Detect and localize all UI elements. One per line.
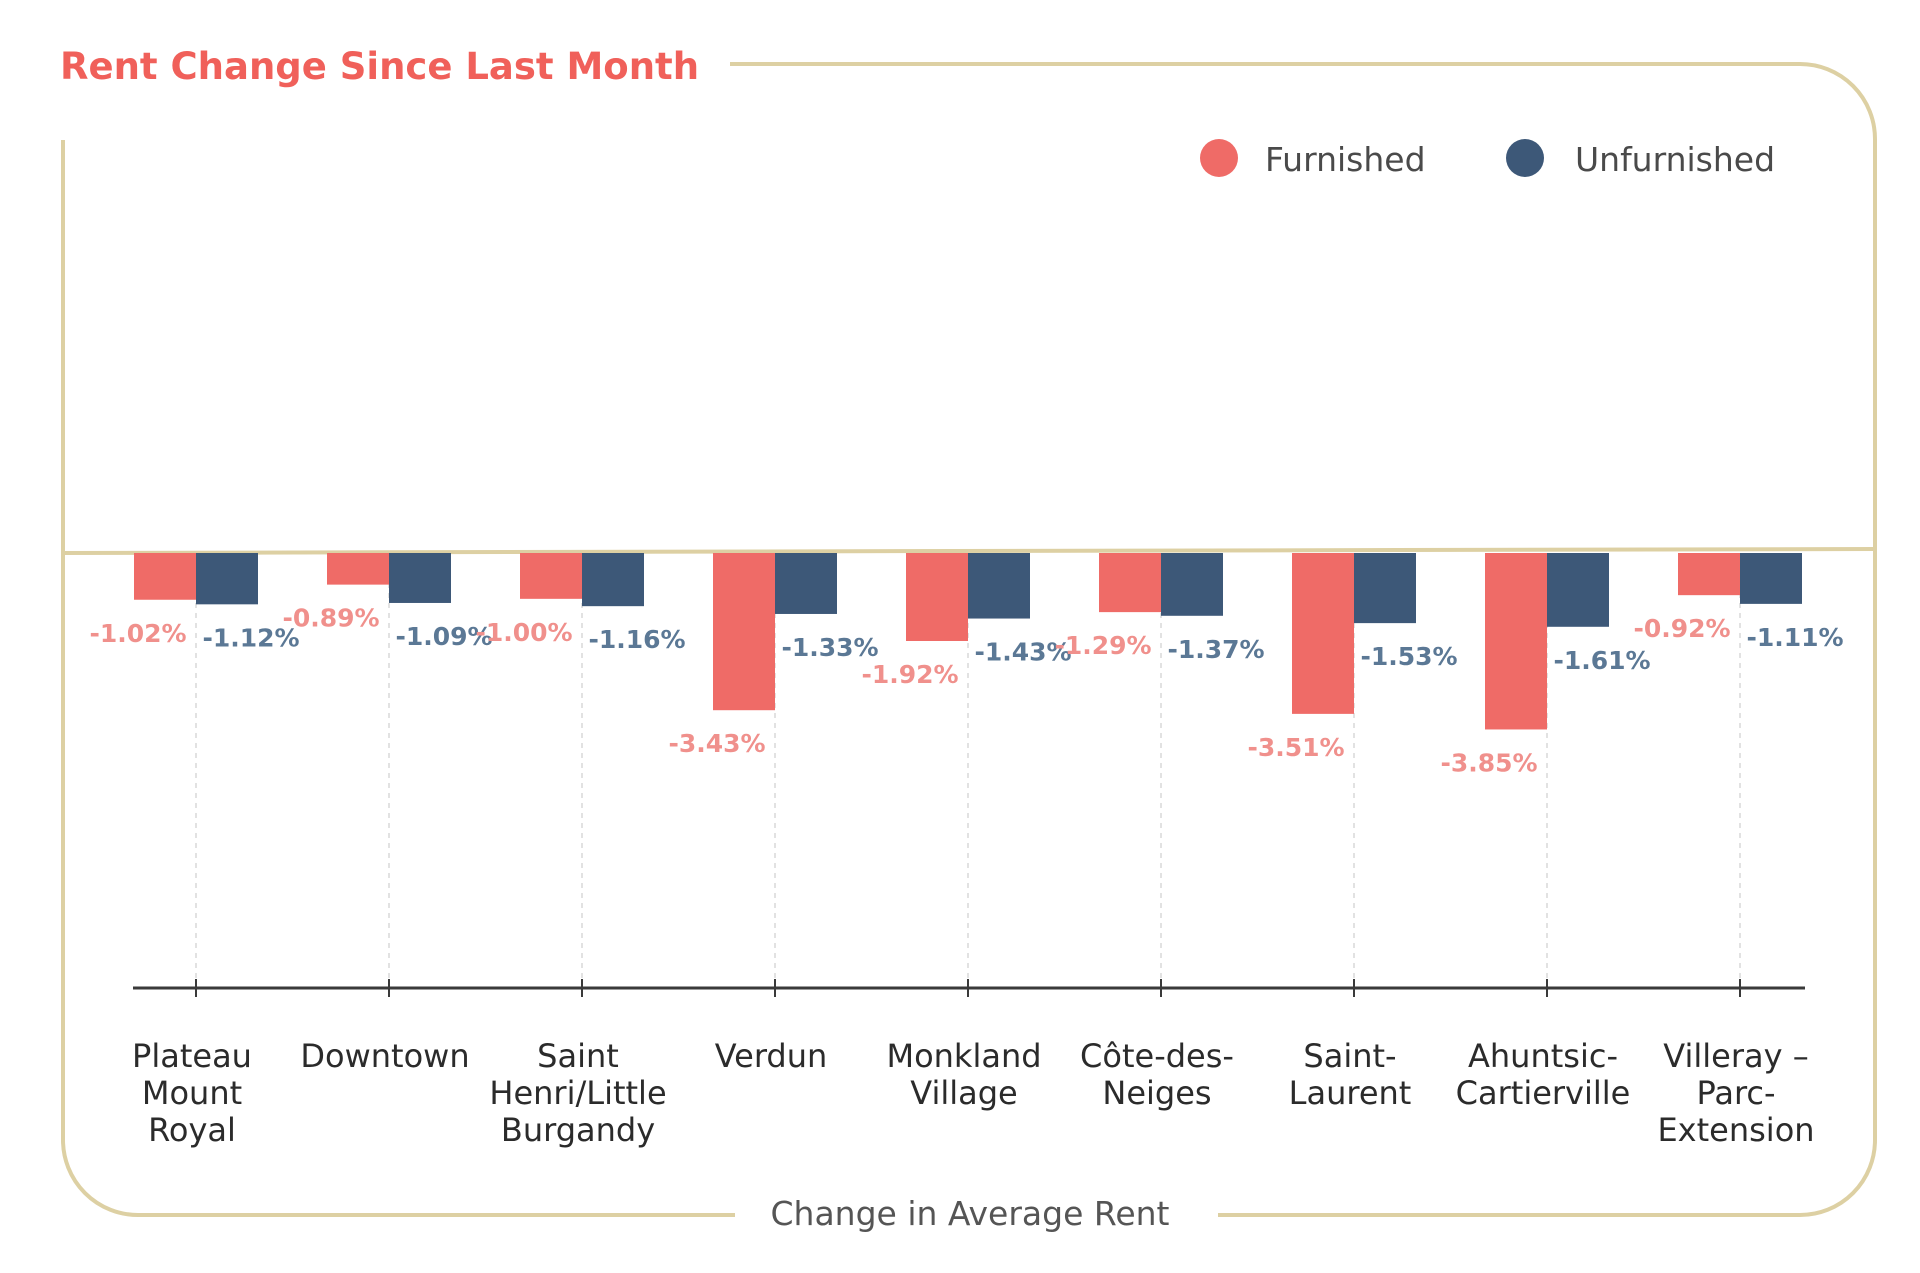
category-label: Côte-des-Neiges bbox=[1080, 1037, 1234, 1112]
category-label: Plateau Mount Royal bbox=[132, 1037, 252, 1149]
data-label-unfurnished: -1.37% bbox=[1167, 635, 1264, 664]
bar-unfurnished bbox=[968, 553, 1030, 619]
data-label-unfurnished: -1.12% bbox=[202, 623, 299, 652]
bar-unfurnished bbox=[582, 553, 644, 607]
bar-unfurnished bbox=[775, 553, 837, 614]
bar-unfurnished bbox=[196, 553, 258, 605]
data-label-furnished: -1.02% bbox=[89, 619, 186, 648]
bar-furnished bbox=[1292, 553, 1354, 714]
legend-furnished-label: Furnished bbox=[1265, 140, 1426, 179]
data-label-furnished: -1.00% bbox=[475, 618, 572, 647]
data-label-furnished: -0.92% bbox=[1633, 614, 1730, 643]
chart-frame bbox=[61, 62, 1877, 1217]
data-label-furnished: -1.92% bbox=[861, 660, 958, 689]
bar-furnished bbox=[906, 553, 968, 641]
category-label: Ahuntsic-Cartierville bbox=[1456, 1037, 1631, 1112]
data-label-unfurnished: -1.11% bbox=[1746, 623, 1843, 652]
bar-unfurnished bbox=[1547, 553, 1609, 627]
x-axis-title: Change in Average Rent bbox=[770, 1194, 1169, 1233]
bar-furnished bbox=[1485, 553, 1547, 730]
category-label: Verdun bbox=[715, 1037, 828, 1075]
data-label-unfurnished: -1.61% bbox=[1553, 646, 1650, 675]
data-label-furnished: -3.51% bbox=[1247, 733, 1344, 762]
category-label: Saint-Laurent bbox=[1289, 1037, 1412, 1112]
data-label-unfurnished: -1.16% bbox=[588, 625, 685, 654]
bar-furnished bbox=[1678, 553, 1740, 596]
bar-unfurnished bbox=[1354, 553, 1416, 624]
zero-line bbox=[62, 547, 1876, 555]
category-label: Monkland Village bbox=[886, 1037, 1041, 1112]
data-label-furnished: -3.85% bbox=[1440, 748, 1537, 777]
data-label-unfurnished: -1.43% bbox=[974, 638, 1071, 667]
legend-unfurnished-label: Unfurnished bbox=[1575, 140, 1775, 179]
data-label-furnished: -3.43% bbox=[668, 729, 765, 758]
bar-unfurnished bbox=[1161, 553, 1223, 616]
data-label-unfurnished: -1.53% bbox=[1360, 642, 1457, 671]
bar-unfurnished bbox=[1740, 553, 1802, 604]
bar-furnished bbox=[713, 553, 775, 711]
legend-furnished-marker bbox=[1200, 139, 1238, 177]
data-label-unfurnished: -1.33% bbox=[781, 633, 878, 662]
chart-title: Rent Change Since Last Month bbox=[60, 45, 699, 88]
legend: Furnished Unfurnished bbox=[1200, 139, 1775, 179]
bar-furnished bbox=[520, 553, 582, 599]
legend-unfurnished-marker bbox=[1506, 139, 1544, 177]
category-label: Villeray – Parc-Extension bbox=[1657, 1037, 1814, 1149]
data-label-furnished: -1.29% bbox=[1054, 631, 1151, 660]
category-label: Saint Henri/Little Burgandy bbox=[489, 1037, 666, 1149]
bar-furnished bbox=[134, 553, 196, 600]
data-label-unfurnished: -1.09% bbox=[395, 622, 492, 651]
bar-unfurnished bbox=[389, 553, 451, 603]
bar-furnished bbox=[327, 553, 389, 585]
bar-furnished bbox=[1099, 553, 1161, 613]
category-label: Downtown bbox=[300, 1037, 469, 1075]
data-label-furnished: -0.89% bbox=[282, 604, 379, 633]
